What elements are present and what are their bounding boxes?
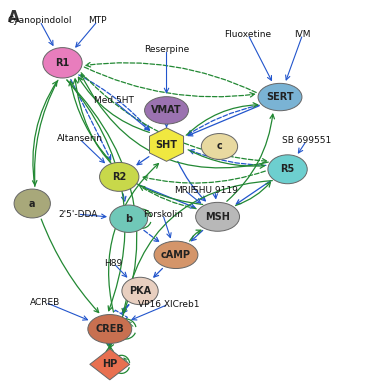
Text: VMAT: VMAT — [151, 106, 182, 115]
Ellipse shape — [145, 97, 188, 124]
Text: Forskolin: Forskolin — [143, 210, 183, 219]
Ellipse shape — [88, 315, 132, 343]
Text: VP16 XlCreb1: VP16 XlCreb1 — [138, 300, 199, 309]
Polygon shape — [149, 128, 184, 161]
Ellipse shape — [258, 83, 302, 111]
Text: MTP: MTP — [88, 17, 107, 26]
Text: H89: H89 — [105, 259, 123, 268]
Text: 2'5'-DDA: 2'5'-DDA — [58, 210, 97, 219]
Text: Med 5HT: Med 5HT — [94, 96, 134, 105]
Ellipse shape — [268, 155, 307, 184]
Text: HP: HP — [102, 359, 117, 369]
Text: SHU 9119: SHU 9119 — [193, 186, 237, 195]
Ellipse shape — [201, 133, 238, 159]
Text: c: c — [217, 142, 222, 151]
Text: a: a — [29, 199, 36, 208]
Text: R5: R5 — [281, 164, 295, 174]
Text: Fluoxetine: Fluoxetine — [224, 30, 271, 39]
Ellipse shape — [110, 205, 147, 232]
Polygon shape — [90, 349, 130, 380]
Text: IVM: IVM — [295, 30, 311, 39]
Ellipse shape — [154, 241, 198, 268]
Ellipse shape — [43, 48, 82, 78]
Text: cAMP: cAMP — [161, 250, 191, 260]
Text: CREB: CREB — [95, 324, 124, 334]
Text: SB 699551: SB 699551 — [282, 136, 331, 145]
Ellipse shape — [100, 163, 139, 191]
Text: SERT: SERT — [266, 92, 294, 102]
Ellipse shape — [14, 189, 51, 218]
Text: ACREB: ACREB — [30, 298, 61, 307]
Text: Altanserin: Altanserin — [56, 134, 103, 143]
Text: R1: R1 — [55, 58, 69, 68]
Ellipse shape — [196, 203, 240, 231]
Ellipse shape — [122, 277, 158, 305]
Text: Cyanopindolol: Cyanopindolol — [8, 17, 72, 26]
Text: SHT: SHT — [156, 140, 178, 149]
Text: MRIF: MRIF — [174, 186, 196, 195]
Text: A: A — [8, 10, 19, 24]
Text: R2: R2 — [112, 172, 126, 182]
Text: Reserpine: Reserpine — [144, 45, 189, 54]
Text: b: b — [125, 214, 132, 224]
Text: PKA: PKA — [129, 286, 151, 296]
Text: MSH: MSH — [205, 212, 230, 222]
